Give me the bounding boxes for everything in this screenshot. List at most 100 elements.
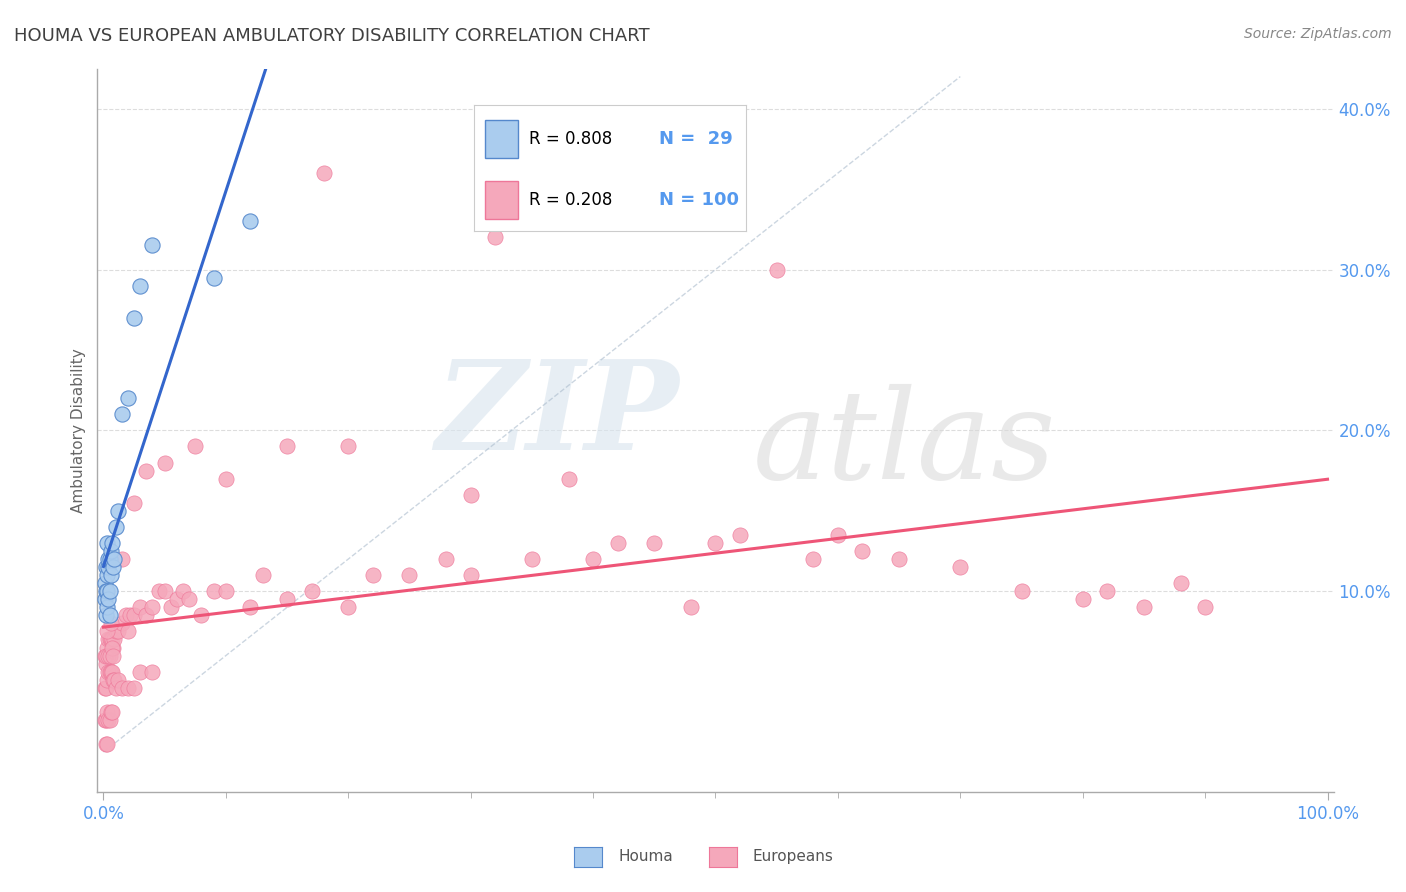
Point <box>96 705 118 719</box>
Point <box>101 536 124 550</box>
Point <box>97 592 120 607</box>
Point <box>98 713 121 727</box>
Point <box>97 552 120 566</box>
Point <box>679 600 702 615</box>
Point <box>1133 600 1156 615</box>
Point <box>239 600 262 615</box>
Point <box>98 648 121 663</box>
Point <box>100 632 122 647</box>
Point <box>166 592 188 607</box>
Text: Europeans: Europeans <box>752 849 834 863</box>
Point <box>107 504 129 518</box>
Point <box>98 632 121 647</box>
Text: atlas: atlas <box>752 384 1056 506</box>
Point <box>107 673 129 687</box>
Point <box>103 632 125 647</box>
Point <box>111 552 134 566</box>
Point <box>148 584 170 599</box>
Point <box>520 552 543 566</box>
Point <box>111 407 134 421</box>
Point <box>104 624 127 639</box>
Point <box>93 576 115 591</box>
Point <box>202 270 225 285</box>
Point <box>94 681 117 695</box>
Point <box>93 592 115 607</box>
Point <box>484 230 506 244</box>
Point <box>94 648 117 663</box>
Point <box>100 665 122 679</box>
Point <box>98 665 121 679</box>
Point <box>100 616 122 631</box>
Point <box>96 568 118 582</box>
Point <box>361 568 384 582</box>
Point <box>103 552 125 566</box>
Point <box>101 640 124 655</box>
Point <box>851 544 873 558</box>
Point <box>1071 592 1094 607</box>
Point <box>190 608 212 623</box>
Point <box>120 608 142 623</box>
Point <box>111 681 134 695</box>
Point <box>728 528 751 542</box>
Point <box>606 536 628 550</box>
Point <box>101 705 124 719</box>
Point <box>184 440 207 454</box>
Point <box>114 608 136 623</box>
Point <box>96 737 118 751</box>
Point <box>97 632 120 647</box>
Point <box>103 673 125 687</box>
Point <box>887 552 910 566</box>
Point <box>129 278 152 293</box>
Point <box>129 665 152 679</box>
Point <box>301 584 323 599</box>
Point <box>141 238 163 252</box>
Point <box>276 440 298 454</box>
Point <box>93 713 115 727</box>
Point <box>827 528 849 542</box>
Point <box>94 713 117 727</box>
Point <box>1095 584 1118 599</box>
Point <box>434 552 457 566</box>
Point <box>337 600 360 615</box>
Point <box>98 552 121 566</box>
Point <box>103 560 125 574</box>
Point <box>104 520 127 534</box>
Point <box>98 608 121 623</box>
Point <box>803 552 825 566</box>
Point <box>117 624 139 639</box>
Point <box>104 681 127 695</box>
Point <box>100 705 122 719</box>
Point <box>96 624 118 639</box>
Point <box>159 600 181 615</box>
Point <box>101 665 124 679</box>
Text: HOUMA VS EUROPEAN AMBULATORY DISABILITY CORRELATION CHART: HOUMA VS EUROPEAN AMBULATORY DISABILITY … <box>14 27 650 45</box>
Point <box>103 673 125 687</box>
Point <box>129 600 152 615</box>
Point <box>122 310 145 325</box>
Text: Houma: Houma <box>619 849 673 863</box>
Point <box>107 624 129 639</box>
Text: ZIP: ZIP <box>434 355 679 476</box>
Point <box>97 560 120 574</box>
Point <box>704 536 727 550</box>
Point <box>94 584 117 599</box>
Point <box>153 456 176 470</box>
Point <box>96 600 118 615</box>
Point <box>215 584 238 599</box>
Point <box>101 632 124 647</box>
Point <box>141 600 163 615</box>
Point <box>96 536 118 550</box>
Point <box>1170 576 1192 591</box>
Point <box>312 166 335 180</box>
Point <box>100 544 122 558</box>
Point <box>96 673 118 687</box>
Text: Source: ZipAtlas.com: Source: ZipAtlas.com <box>1244 27 1392 41</box>
Point <box>337 440 360 454</box>
Point <box>202 584 225 599</box>
Point <box>103 640 125 655</box>
Point <box>252 568 274 582</box>
Point <box>97 648 120 663</box>
Point <box>765 262 787 277</box>
Point <box>135 464 157 478</box>
Point <box>643 536 665 550</box>
